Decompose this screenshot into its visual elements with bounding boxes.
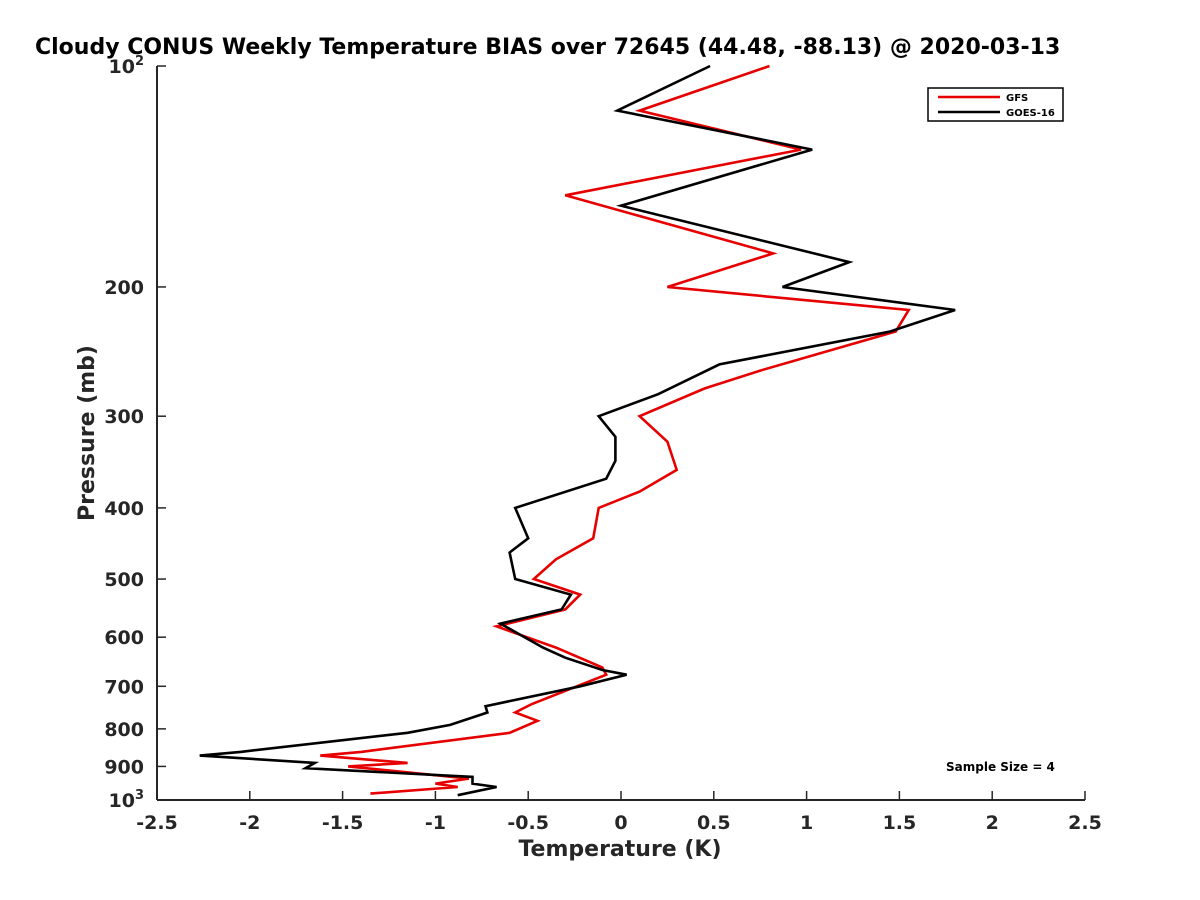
x-tick-label: 2.5 [1068, 812, 1102, 834]
x-tick-label: 2 [986, 812, 999, 834]
y-tick-label: 103 [109, 788, 145, 812]
x-tick-label: -0.5 [507, 812, 549, 834]
x-tick-label: 1.5 [883, 812, 917, 834]
y-tick-label: 900 [104, 756, 144, 778]
y-tick-label: 500 [104, 569, 144, 591]
x-tick-labels: -2.5 -2 -1.5 -1 -0.5 0 0.5 1 1.5 2 2.5 [136, 812, 1102, 834]
x-tick-label: -2 [239, 812, 260, 834]
legend-label-goes16: GOES-16 [1006, 108, 1055, 119]
legend-label-gfs: GFS [1006, 93, 1028, 104]
series-line-goes16 [199, 64, 956, 797]
x-tick-label: -1.5 [322, 812, 364, 834]
series-line-gfs [320, 64, 911, 795]
axes [156, 65, 1086, 801]
x-tick-label: 0.5 [697, 812, 731, 834]
y-tick-label: 102 [109, 54, 145, 78]
sample-size-annotation: Sample Size = 4 [946, 760, 1055, 774]
legend-box [927, 87, 1064, 122]
x-tick-label: 0 [614, 812, 627, 834]
chart-title: Cloudy CONUS Weekly Temperature BIAS ove… [35, 35, 1060, 60]
x-axis-label: Temperature (K) [518, 837, 721, 862]
series-lines [199, 64, 956, 797]
x-tick-label: 1 [800, 812, 813, 834]
x-tick-label: -2.5 [136, 812, 178, 834]
y-tick-label: 700 [104, 676, 144, 698]
y-tick-label: 300 [104, 406, 144, 428]
y-axis-label: Pressure (mb) [75, 345, 100, 521]
x-tick-label: -1 [425, 812, 446, 834]
y-tick-label: 600 [104, 627, 144, 649]
y-tick-label: 200 [104, 277, 144, 299]
y-tick-labels: 102 200 300 400 500 600 700 800 900 103 [104, 54, 144, 812]
y-tick-label: 800 [104, 719, 144, 741]
legend: GFS GOES-16 [927, 87, 1064, 122]
y-tick-label: 400 [104, 498, 144, 520]
